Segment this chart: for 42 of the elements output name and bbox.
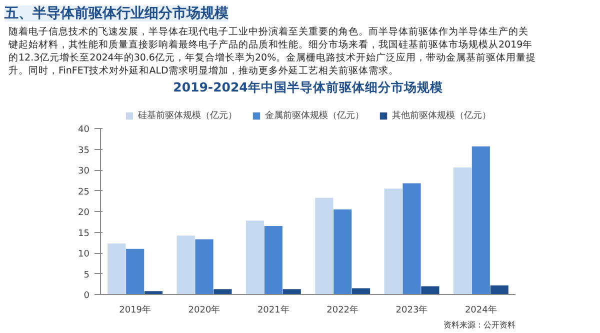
y-tick-label: 15 [78, 228, 90, 239]
bar [214, 289, 232, 294]
text: 随着电子信息技术的飞速发展，半导体在现代电子工业中扮演着至关重要的角色。而半导体前驱体作为半导体生产的关 [8, 26, 528, 38]
chart-title: 2019-2024年中国半导体前驱体细分市场规模 [173, 80, 443, 94]
legend-label: 金属前驱体规模（亿元） [265, 110, 364, 122]
text: 升。同时，FinFET技术对外延和ALD需求明显增加，推动更多外延工艺相关前驱体需求。 [8, 64, 398, 76]
y-tick-label: 40 [78, 125, 90, 135]
text: 五、半导体前驱体行业细分市场规模 [4, 4, 230, 22]
x-tick-label: 2024年 [464, 304, 497, 316]
bar [315, 198, 334, 294]
y-tick-label: 25 [78, 187, 90, 198]
y-tick-label: 5 [84, 270, 90, 280]
bar [490, 285, 508, 294]
x-tick-label: 2021年 [257, 304, 290, 316]
x-tick-label: 2022年 [326, 304, 359, 316]
bar [144, 291, 163, 294]
text: 资料来源：公开资料 [444, 320, 516, 330]
bar [402, 183, 421, 294]
bar [126, 248, 144, 294]
bar [472, 146, 490, 294]
y-tick-label: 30 [78, 166, 90, 176]
bar [334, 209, 352, 294]
bar [384, 188, 402, 294]
y-tick-label: 20 [78, 208, 90, 218]
bar [421, 286, 440, 294]
text: 的12.3亿元增长至2024年的30.6亿元，年复合增长率为20%。金属栅电路技术开始广泛应用，带动金属基前驱体用量提 [8, 52, 536, 64]
bar [176, 236, 195, 294]
y-tick-label: 10 [78, 250, 90, 260]
bar [264, 226, 282, 294]
bar [246, 220, 264, 294]
x-tick-label: 2023年 [396, 304, 428, 316]
text: 键起始材料，其性能和质量直接影响着最终电子产品的品质和性能。细分市场来看，我国硅基前驱体市场规模从2019年 [8, 38, 533, 50]
y-tick-label: 35 [78, 146, 90, 156]
y-tick-label: 0 [84, 291, 90, 301]
legend-label: 其他前驱体规模（亿元） [392, 110, 491, 122]
x-tick-label: 2020年 [188, 304, 220, 316]
x-tick-label: 2019年 [119, 304, 152, 316]
bar [453, 168, 472, 294]
bar [108, 243, 126, 294]
bar [282, 289, 301, 294]
bar [195, 239, 214, 294]
legend-label: 硅基前驱体规模（亿元） [138, 110, 237, 122]
